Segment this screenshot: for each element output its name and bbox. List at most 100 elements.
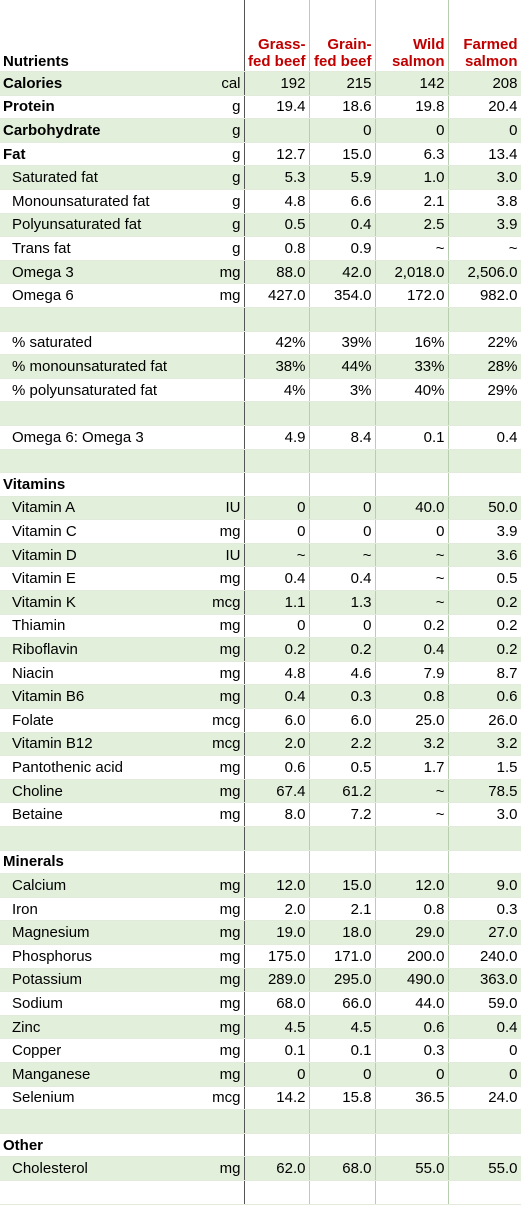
nutrient-name	[0, 1180, 198, 1205]
value-grain-fed-beef: 4.6	[309, 661, 376, 686]
value-farmed-salmon: 20.4	[448, 95, 521, 120]
unit-cell: mg	[198, 566, 245, 592]
nutrient-name: Choline	[0, 779, 198, 804]
value-wild-salmon: 0	[375, 519, 449, 544]
unit-cell: cal	[198, 71, 245, 96]
nutrient-name: Potassium	[0, 968, 198, 993]
value-grain-fed-beef: 18.0	[309, 920, 376, 945]
unit-cell: mg	[198, 637, 245, 662]
value-farmed-salmon	[448, 1133, 521, 1158]
value-farmed-salmon	[448, 449, 521, 474]
unit-cell: g	[198, 95, 245, 120]
value-grain-fed-beef: 0	[309, 496, 376, 521]
value-grain-fed-beef: 61.2	[309, 779, 376, 804]
value-grain-fed-beef: 0.2	[309, 637, 376, 662]
value-farmed-salmon: 0.2	[448, 614, 521, 639]
nutrient-row: Selenium mcg 14.2 15.8 36.5 24.0	[0, 1086, 521, 1111]
nutrient-row: Cholesterol mg 62.0 68.0 55.0 55.0	[0, 1156, 521, 1181]
value-grain-fed-beef: 0.3	[309, 684, 376, 710]
value-wild-salmon: 16%	[375, 331, 449, 356]
nutrient-name	[0, 449, 198, 474]
value-wild-salmon: 0.4	[375, 637, 449, 662]
nutrient-name: Protein	[0, 95, 198, 120]
value-wild-salmon: 0	[375, 118, 449, 143]
value-grass-fed-beef: 4.9	[244, 425, 310, 450]
value-farmed-salmon: 28%	[448, 354, 521, 379]
value-farmed-salmon: 1.5	[448, 755, 521, 780]
unit-cell: mg	[198, 897, 245, 922]
column-header-grass-fed-beef: Grass-fed beef	[244, 0, 310, 72]
nutrient-row: Protein g 19.4 18.6 19.8 20.4	[0, 95, 521, 120]
unit-cell: mcg	[198, 590, 245, 615]
unit-cell	[198, 449, 245, 474]
value-grass-fed-beef: 2.0	[244, 897, 310, 922]
value-farmed-salmon: 3.8	[448, 189, 521, 214]
value-wild-salmon	[375, 449, 449, 474]
column-header-grain-fed-beef: Grain-fed beef	[309, 0, 376, 72]
nutrient-name: % polyunsaturated fat	[0, 378, 198, 403]
value-grain-fed-beef	[309, 1109, 376, 1134]
value-wild-salmon	[375, 472, 449, 497]
value-grass-fed-beef	[244, 1109, 310, 1134]
nutrient-name: Calcium	[0, 873, 198, 898]
value-farmed-salmon: 0.5	[448, 566, 521, 592]
unit-cell	[198, 826, 245, 851]
section-header-row: Minerals	[0, 850, 521, 875]
unit-cell: mg	[198, 755, 245, 780]
nutrient-name: Omega 6	[0, 283, 198, 308]
blank-row	[0, 826, 521, 851]
value-grass-fed-beef: 0.8	[244, 236, 310, 261]
value-grass-fed-beef: 0	[244, 614, 310, 639]
value-wild-salmon: 29.0	[375, 920, 449, 945]
value-grain-fed-beef: 0.4	[309, 566, 376, 592]
value-grain-fed-beef	[309, 401, 376, 426]
value-farmed-salmon: 982.0	[448, 283, 521, 308]
unit-cell: mg	[198, 1015, 245, 1040]
value-grain-fed-beef: 66.0	[309, 991, 376, 1016]
unit-cell: mg	[198, 944, 245, 969]
value-farmed-salmon: 55.0	[448, 1156, 521, 1181]
nutrient-name: Folate	[0, 708, 198, 733]
value-wild-salmon: 0.8	[375, 897, 449, 922]
nutrient-row: % monounsaturated fat 38% 44% 33% 28%	[0, 354, 521, 379]
value-wild-salmon	[375, 401, 449, 426]
value-grass-fed-beef: 42%	[244, 331, 310, 356]
value-farmed-salmon: ~	[448, 236, 521, 261]
nutrient-row: Vitamin A IU 0 0 40.0 50.0	[0, 496, 521, 521]
unit-cell	[198, 1133, 245, 1158]
nutrient-name: Niacin	[0, 661, 198, 686]
nutrient-name	[0, 1109, 198, 1134]
value-wild-salmon: 3.2	[375, 732, 449, 757]
value-wild-salmon: 2.1	[375, 189, 449, 214]
value-wild-salmon: 200.0	[375, 944, 449, 969]
unit-cell: mg	[198, 968, 245, 993]
unit-cell	[198, 378, 245, 403]
value-grain-fed-beef	[309, 1133, 376, 1158]
value-grain-fed-beef	[309, 449, 376, 474]
nutrient-name: Vitamin C	[0, 519, 198, 544]
nutrient-name: Zinc	[0, 1015, 198, 1040]
nutrient-row: Carbohydrate g 0 0 0	[0, 118, 521, 143]
nutrient-row: Omega 6: Omega 3 4.9 8.4 0.1 0.4	[0, 425, 521, 450]
unit-cell: mg	[198, 684, 245, 710]
value-grass-fed-beef: ~	[244, 543, 310, 568]
value-farmed-salmon	[448, 1180, 521, 1205]
value-wild-salmon: 44.0	[375, 991, 449, 1016]
value-grain-fed-beef: 215	[309, 71, 376, 96]
value-wild-salmon: 1.0	[375, 165, 449, 190]
value-grass-fed-beef	[244, 472, 310, 497]
value-wild-salmon: ~	[375, 802, 449, 827]
unit-cell: mg	[198, 1038, 245, 1063]
value-grain-fed-beef: 171.0	[309, 944, 376, 969]
nutrient-name: Cholesterol	[0, 1156, 198, 1181]
value-wild-salmon: 0.3	[375, 1038, 449, 1063]
nutrient-row: Trans fat g 0.8 0.9 ~ ~	[0, 236, 521, 261]
value-wild-salmon: 0.1	[375, 425, 449, 450]
value-farmed-salmon: 363.0	[448, 968, 521, 993]
value-farmed-salmon	[448, 826, 521, 851]
value-grass-fed-beef: 4.8	[244, 661, 310, 686]
unit-cell: mg	[198, 1156, 245, 1181]
value-grass-fed-beef	[244, 826, 310, 851]
unit-cell	[198, 1180, 245, 1205]
value-grass-fed-beef	[244, 401, 310, 426]
